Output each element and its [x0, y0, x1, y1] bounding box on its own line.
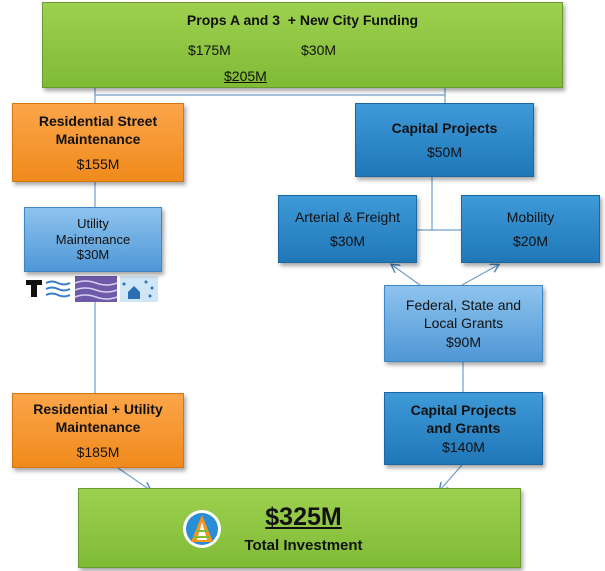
logo [183, 510, 221, 548]
node: Capital Projects $50M [355, 103, 534, 177]
node: Mobility $20M [461, 195, 600, 263]
node-label: Utility Maintenance [55, 216, 131, 247]
node-amount: $50M [426, 144, 463, 160]
node-amount: $155M [76, 155, 120, 172]
total-amount: $325M [265, 503, 342, 531]
utility-icons [26, 276, 158, 302]
arrow [392, 265, 421, 286]
node: Utility Maintenance $30M [24, 207, 162, 272]
node: Capital Projects and Grants $140M [384, 392, 543, 465]
total-label: Total Investment [244, 536, 363, 554]
node-label: Residential Street Maintenance [38, 113, 158, 148]
node: Arterial & Freight $30M [278, 195, 417, 263]
total: $205M [224, 68, 267, 84]
node-amount: $30M [329, 233, 366, 249]
node-label: Mobility [506, 208, 555, 225]
node-amount: $30M [76, 247, 110, 263]
node-label: Capital Projects [391, 119, 498, 136]
node-label: Capital Projects and Grants [410, 402, 517, 437]
node: Federal, State and Local Grants $90M [384, 285, 543, 362]
node-amount: $185M [76, 443, 120, 460]
amount: $30M [301, 42, 337, 58]
node: Residential + Utility Maintenance $185M [12, 393, 184, 468]
arrow [440, 464, 463, 490]
total-box: $325M Total Investment [78, 488, 521, 568]
node-label: Federal, State and Local Grants [405, 297, 522, 332]
node: Residential Street Maintenance $155M [12, 103, 184, 182]
arrow [461, 265, 498, 286]
node-amount: $20M [512, 233, 549, 249]
node-amount: $140M [442, 438, 485, 455]
amount: $175M [188, 42, 231, 58]
title: Props A and 3 + New City Funding [186, 12, 419, 28]
node-amount: $90M [445, 333, 482, 350]
arrow [117, 467, 150, 490]
funding-box: Props A and 3 + New City Funding $175M $… [42, 2, 563, 88]
node-label: Residential + Utility Maintenance [33, 401, 163, 436]
node-label: Arterial & Freight [294, 208, 401, 225]
